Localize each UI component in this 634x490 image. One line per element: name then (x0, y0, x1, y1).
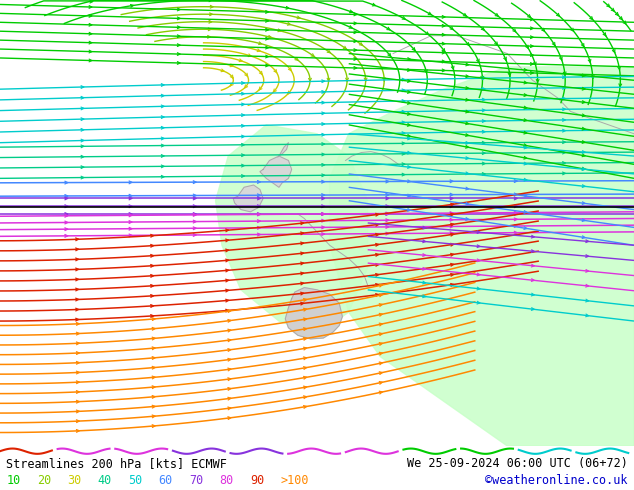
Polygon shape (260, 156, 292, 187)
Text: 20: 20 (37, 474, 51, 487)
Text: 90: 90 (250, 474, 264, 487)
Text: Streamlines 200 hPa [kts] ECMWF: Streamlines 200 hPa [kts] ECMWF (6, 457, 227, 470)
Polygon shape (216, 125, 368, 334)
Polygon shape (233, 185, 263, 212)
Text: >100: >100 (280, 474, 309, 487)
Text: 80: 80 (219, 474, 233, 487)
Text: We 25-09-2024 06:00 UTC (06+72): We 25-09-2024 06:00 UTC (06+72) (407, 457, 628, 470)
Polygon shape (285, 288, 342, 339)
Text: 50: 50 (128, 474, 142, 487)
Text: 10: 10 (6, 474, 20, 487)
Text: 40: 40 (98, 474, 112, 487)
Text: 60: 60 (158, 474, 172, 487)
Text: 70: 70 (189, 474, 203, 487)
Text: 30: 30 (67, 474, 81, 487)
Text: ©weatheronline.co.uk: ©weatheronline.co.uk (485, 474, 628, 487)
Polygon shape (330, 67, 634, 446)
Polygon shape (278, 143, 288, 157)
